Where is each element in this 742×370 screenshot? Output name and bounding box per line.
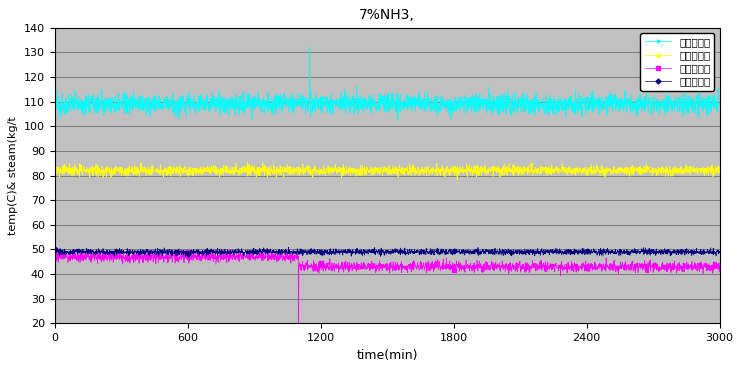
재생탕온도 — [631, 168, 640, 173]
농축탕스팀 — [306, 264, 315, 269]
Title: 7%NH3,: 7%NH3, — [359, 9, 415, 22]
Line: 재생탕스팀: 재생탕스팀 — [53, 246, 721, 258]
재생탕스팀 — [335, 251, 344, 255]
재생탕스팀 — [50, 247, 59, 252]
X-axis label: time(min): time(min) — [356, 349, 418, 361]
재생탕온도 — [703, 170, 712, 175]
재생탕온도 — [165, 169, 174, 174]
농축탕스팀 — [715, 264, 724, 268]
Line: 농축탕스팀: 농축탕스팀 — [53, 248, 721, 325]
농축탕스팀 — [165, 251, 174, 255]
재생탕온도 — [715, 169, 724, 173]
재생탕온도 — [126, 170, 135, 174]
농축탕온도 — [165, 104, 174, 108]
재생탕온도 — [243, 160, 252, 165]
농축탕스팀 — [225, 248, 234, 252]
농축탕스팀 — [335, 266, 344, 271]
농축탕스팀 — [294, 321, 303, 326]
농축탕스팀 — [631, 270, 640, 275]
Line: 재생탕온도: 재생탕온도 — [53, 161, 721, 181]
농축탕스팀 — [126, 256, 135, 261]
재생탕스팀 — [126, 251, 135, 255]
재생탕온도 — [453, 178, 462, 182]
농축탕스팀 — [703, 262, 712, 267]
농축탕온도 — [126, 93, 135, 98]
재생탕온도 — [335, 170, 344, 175]
농축탕온도 — [393, 118, 402, 122]
재생탕스팀 — [181, 254, 190, 259]
재생탕스팀 — [703, 250, 712, 255]
농축탕온도 — [335, 98, 344, 102]
재생탕스팀 — [306, 252, 315, 257]
농축탕온도 — [50, 90, 59, 94]
Legend: 농축탕온도, 재생탕온도, 농축탕스팀, 재생탕스팀: 농축탕온도, 재생탕온도, 농축탕스팀, 재생탕스팀 — [640, 33, 715, 91]
농축탕온도 — [306, 94, 315, 99]
재생탕스팀 — [284, 245, 293, 249]
농축탕온도 — [715, 102, 724, 106]
농축탕온도 — [631, 108, 640, 113]
농축탕온도 — [305, 45, 314, 50]
재생탕스팀 — [715, 249, 724, 254]
농축탕온도 — [703, 96, 712, 101]
재생탕온도 — [50, 166, 59, 171]
농축탕스팀 — [50, 250, 59, 254]
Line: 농축탕온도: 농축탕온도 — [53, 46, 721, 122]
재생탕스팀 — [631, 250, 640, 255]
Y-axis label: temp(C)& steam(kg/t: temp(C)& steam(kg/t — [8, 116, 19, 235]
재생탕스팀 — [165, 250, 174, 255]
재생탕온도 — [306, 167, 315, 171]
